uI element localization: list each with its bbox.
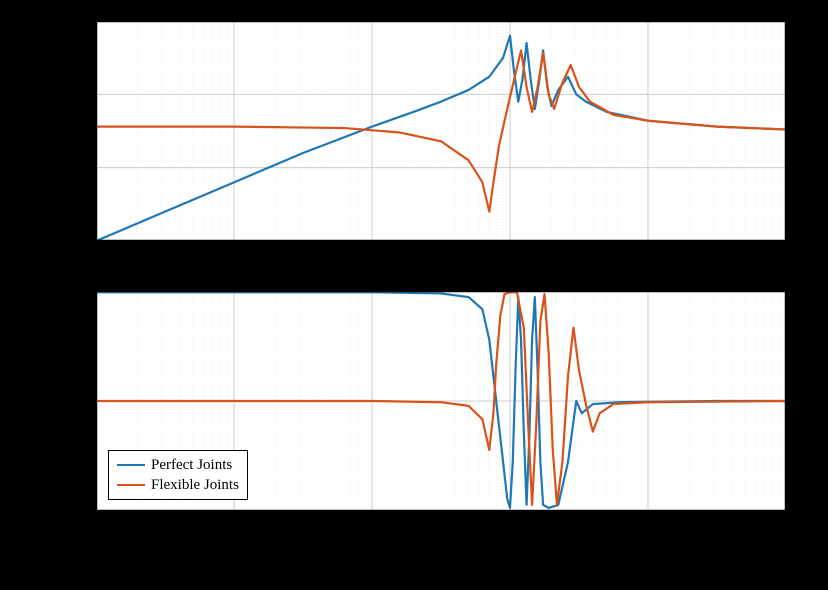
ytick-label: -100 (63, 231, 89, 247)
legend: Perfect Joints Flexible Joints (108, 450, 248, 500)
legend-label: Perfect Joints (151, 457, 232, 474)
legend-swatch (117, 484, 145, 486)
ytick-label: 0 (82, 84, 89, 100)
xtick-label: 10² (497, 516, 515, 532)
magnitude-ylabel: Magnitude (dB) (25, 81, 45, 190)
ytick-label: -180 (63, 501, 89, 517)
xaxis-label: Frequency (Hz) (385, 548, 492, 568)
xtick-label: 10⁻¹ (83, 516, 109, 533)
series-perfect (96, 36, 786, 241)
xtick-label: 10⁴ (773, 516, 792, 532)
legend-item-flexible: Flexible Joints (117, 475, 239, 495)
xtick-label: 10³ (635, 516, 653, 532)
series-flexible (96, 50, 786, 211)
legend-label: Flexible Joints (151, 477, 239, 494)
legend-swatch (117, 464, 145, 466)
legend-item-perfect: Perfect Joints (117, 455, 239, 475)
phase-ylabel: Phase (deg) (25, 365, 45, 445)
ytick-label: 50 (75, 11, 89, 27)
xtick-label: 10¹ (359, 516, 377, 532)
ytick-label: 180 (68, 281, 89, 297)
ytick-label: 0 (82, 391, 89, 407)
xtick-label: 10⁰ (221, 516, 241, 533)
bode-plot-container: { "layout": { "width": 828, "height": 59… (0, 0, 828, 590)
magnitude-panel (95, 20, 787, 242)
ytick-label: -50 (70, 158, 89, 174)
